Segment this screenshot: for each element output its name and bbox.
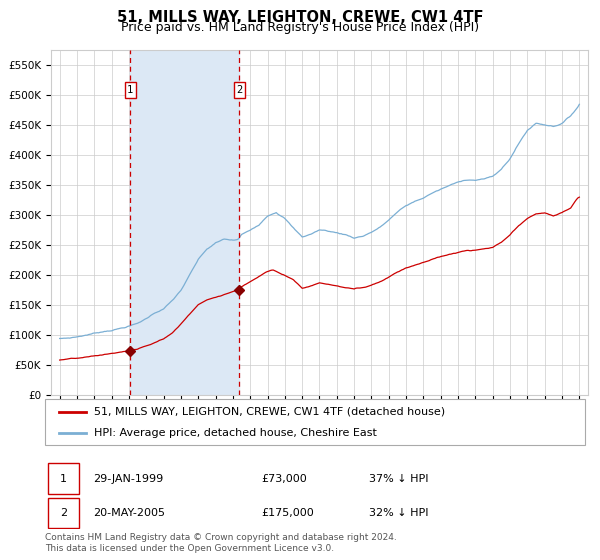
Text: 1: 1 bbox=[60, 474, 67, 484]
Text: 51, MILLS WAY, LEIGHTON, CREWE, CW1 4TF: 51, MILLS WAY, LEIGHTON, CREWE, CW1 4TF bbox=[117, 10, 483, 25]
FancyBboxPatch shape bbox=[48, 464, 79, 494]
FancyBboxPatch shape bbox=[48, 497, 79, 529]
Text: 2: 2 bbox=[236, 85, 242, 95]
Text: 29-JAN-1999: 29-JAN-1999 bbox=[94, 474, 164, 484]
Text: HPI: Average price, detached house, Cheshire East: HPI: Average price, detached house, Ches… bbox=[94, 428, 376, 438]
Text: 37% ↓ HPI: 37% ↓ HPI bbox=[369, 474, 428, 484]
Text: £73,000: £73,000 bbox=[261, 474, 307, 484]
Text: £175,000: £175,000 bbox=[261, 508, 314, 518]
Text: 51, MILLS WAY, LEIGHTON, CREWE, CW1 4TF (detached house): 51, MILLS WAY, LEIGHTON, CREWE, CW1 4TF … bbox=[94, 407, 445, 417]
Text: Price paid vs. HM Land Registry's House Price Index (HPI): Price paid vs. HM Land Registry's House … bbox=[121, 21, 479, 34]
Text: 32% ↓ HPI: 32% ↓ HPI bbox=[369, 508, 428, 518]
FancyBboxPatch shape bbox=[45, 399, 585, 445]
Text: Contains HM Land Registry data © Crown copyright and database right 2024.
This d: Contains HM Land Registry data © Crown c… bbox=[45, 533, 397, 553]
Bar bbox=[130, 50, 239, 395]
Text: 2: 2 bbox=[60, 508, 67, 518]
Text: 20-MAY-2005: 20-MAY-2005 bbox=[94, 508, 166, 518]
Text: 1: 1 bbox=[127, 85, 133, 95]
